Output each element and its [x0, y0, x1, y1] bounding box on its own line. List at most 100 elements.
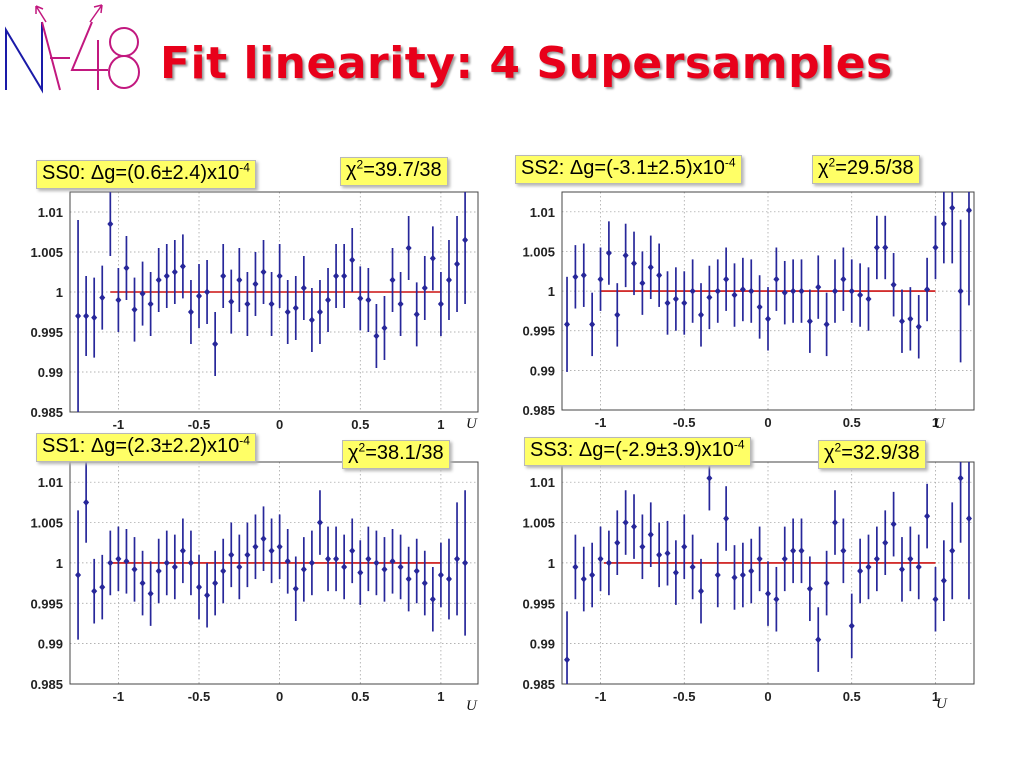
ss0-data-point	[373, 332, 380, 340]
ss3-ytick-label: 0.99	[530, 637, 555, 652]
ss2-xtick-label: 1	[932, 415, 939, 430]
ss0-data-point	[196, 292, 203, 300]
ss0-data-point	[187, 308, 194, 316]
ss1-data-point	[220, 567, 227, 575]
ss3-data-point	[848, 622, 855, 630]
ss0-data-point	[91, 314, 98, 322]
ss1-data-point	[147, 590, 154, 598]
ss3-xtick-label: -0.5	[673, 689, 695, 704]
ss2-data-point	[706, 293, 713, 301]
ss1-x-axis-label: U	[466, 698, 478, 714]
ss1-data-point	[268, 547, 275, 555]
ss0-data-point	[139, 290, 146, 298]
ss3-ytick-label: 0.995	[522, 596, 555, 611]
ss2-ytick-label: 0.995	[522, 324, 555, 339]
ss1-data-point	[341, 563, 348, 571]
ss1-data-point	[357, 569, 364, 577]
ss0-data-point	[333, 272, 340, 280]
logo-arrow-right	[89, 4, 103, 23]
ss1-data-point	[429, 595, 436, 603]
ss0-data-point	[454, 260, 461, 268]
ss0-data-point	[171, 268, 178, 276]
ss3-data-point	[723, 515, 730, 523]
ss0-xtick-label: -1	[113, 417, 125, 432]
ss3-data-point	[949, 547, 956, 555]
plot-panel-ss0: 0.985 0.99 0.995 1 1.005 1.01 -1 -0.5 0 0.5 1 U	[12, 170, 490, 438]
ss0-ytick-label: 0.995	[30, 325, 63, 340]
ss1-plot-area	[70, 462, 478, 684]
ss2-data-point	[781, 289, 788, 297]
ss0-data-point	[99, 294, 106, 302]
ss3-ytick-label: 1	[548, 556, 555, 571]
ss1-label-prefix: SS1:	[42, 435, 91, 457]
ss1-data-point	[365, 555, 372, 563]
ss0-data-point	[236, 276, 243, 284]
ss2-xtick-label: -0.5	[673, 415, 695, 430]
ss3-data-point	[857, 567, 864, 575]
ss2-data-point	[949, 204, 956, 212]
ss3-data-point	[882, 539, 889, 547]
ss3-data-point	[924, 512, 931, 520]
ss0-data-point	[244, 300, 251, 308]
ss2-data-point	[748, 287, 755, 295]
ss1-data-point	[284, 557, 291, 565]
ss1-data-point	[333, 555, 340, 563]
na48-logo	[5, 4, 140, 94]
ss3-data-point	[965, 515, 972, 523]
ss1-data-point	[155, 567, 162, 575]
ss3-chi-value: =32.9/38	[841, 442, 920, 464]
ss3-data-point	[806, 585, 813, 593]
ss1-data-point	[139, 579, 146, 587]
ss2-data-point	[597, 275, 604, 283]
ss3-data-point	[597, 555, 604, 563]
ss0-data-point	[445, 276, 452, 284]
ss0-ytick-label: 0.99	[38, 365, 63, 380]
ss1-data-point	[123, 557, 130, 565]
ss2-asymmetry-label: SS2: Δg=(-3.1±2.5)x10-4	[515, 155, 742, 184]
ss3-data-point	[840, 547, 847, 555]
ss0-xtick-label: -0.5	[188, 417, 210, 432]
ss3-data-point	[580, 575, 587, 583]
ss1-axes-frame	[69, 461, 479, 685]
ss3-data-point	[564, 656, 571, 664]
ss1-data-point	[75, 571, 82, 579]
ss0-data-point	[163, 272, 170, 280]
ss0-data-point	[437, 300, 444, 308]
ss2-data-point	[907, 315, 914, 323]
ss0-data-point	[220, 272, 227, 280]
ss0-data-point	[357, 294, 364, 302]
ss3-ytick-label: 1.01	[530, 475, 555, 490]
ss0-data-point	[212, 340, 219, 348]
ss0-data-point	[292, 304, 299, 312]
ss3-ytick-label: 1.005	[522, 516, 555, 531]
ss3-data-point	[631, 523, 638, 531]
ss1-xtick-label: 0	[276, 689, 283, 704]
ss2-data-point	[672, 295, 679, 303]
ss1-chi2-label: χ2=38.1/38	[342, 440, 450, 469]
ss0-data-point	[413, 310, 420, 318]
ss3-data-point	[865, 563, 872, 571]
ss0-xtick-label: 0	[276, 417, 283, 432]
ss0-chi-exp: 2	[356, 157, 364, 172]
ss0-data-point	[252, 280, 259, 288]
ss1-label-body: g=(2.3±2.2)x10	[104, 435, 240, 457]
ss0-data-point	[83, 312, 90, 320]
ss2-data-point	[773, 275, 780, 283]
ss1-data-point	[300, 565, 307, 573]
ss2-data-point	[865, 295, 872, 303]
ss0-data-point	[462, 236, 469, 244]
ss3-data-point	[873, 555, 880, 563]
ss1-label-exp: -4	[239, 433, 250, 448]
ss0-data-point	[123, 264, 130, 272]
logo-n-glyph	[5, 22, 43, 94]
ss3-chi-symbol: χ	[824, 442, 835, 464]
ss3-data-point	[647, 531, 654, 539]
ss0-data-point	[405, 244, 412, 252]
ss2-data-point	[622, 251, 629, 259]
logo-arrow-left	[35, 5, 47, 23]
ss0-data-point	[365, 296, 372, 304]
ss2-data-point	[798, 287, 805, 295]
ss1-data-point	[171, 563, 178, 571]
ss2-data-point	[714, 287, 721, 295]
